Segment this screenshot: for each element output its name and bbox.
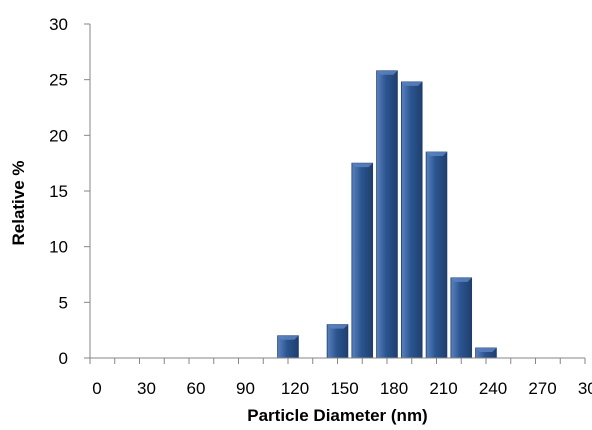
bar-bevel <box>351 163 373 168</box>
y-tick-label: 30 <box>49 15 68 34</box>
y-axis-ticks: 0 5 10 15 20 25 30 <box>49 15 90 368</box>
x-tick-label: 180 <box>380 379 408 398</box>
x-tick-label: 60 <box>187 379 206 398</box>
bar <box>376 70 398 359</box>
x-tick-label: 120 <box>281 379 309 398</box>
bar <box>326 324 349 359</box>
y-tick-label: 15 <box>49 182 68 201</box>
y-tick-label: 10 <box>49 238 68 257</box>
bar-bevel <box>376 70 398 75</box>
bars <box>277 70 497 359</box>
x-axis-title: Particle Diameter (nm) <box>247 406 427 425</box>
bar <box>351 162 374 359</box>
bar-bevel <box>450 277 472 282</box>
bar <box>400 81 423 359</box>
bar <box>425 151 448 359</box>
bar-bevel <box>426 152 447 157</box>
x-tick-label: 0 <box>92 379 101 398</box>
y-axis-title: Relative % <box>9 160 28 245</box>
x-tick-label: 150 <box>330 379 358 398</box>
y-tick-label: 25 <box>49 71 68 90</box>
x-axis-ticks: 0 30 60 90 120 150 180 210 240 270 300 <box>89 358 592 398</box>
y-tick-label: 20 <box>49 126 68 145</box>
x-tick-label: 270 <box>528 379 556 398</box>
x-tick-label: 300 <box>578 379 592 398</box>
bar-bevel <box>327 324 348 329</box>
y-tick-label: 0 <box>59 349 68 368</box>
x-tick-label: 210 <box>429 379 457 398</box>
x-tick-label: 90 <box>236 379 255 398</box>
bar-bevel <box>401 81 423 86</box>
x-tick-label: 30 <box>137 379 156 398</box>
y-tick-label: 5 <box>59 293 68 312</box>
bar-bevel <box>277 335 299 340</box>
x-tick-label: 240 <box>479 379 507 398</box>
bar <box>450 277 473 359</box>
bar-bevel <box>475 347 497 352</box>
